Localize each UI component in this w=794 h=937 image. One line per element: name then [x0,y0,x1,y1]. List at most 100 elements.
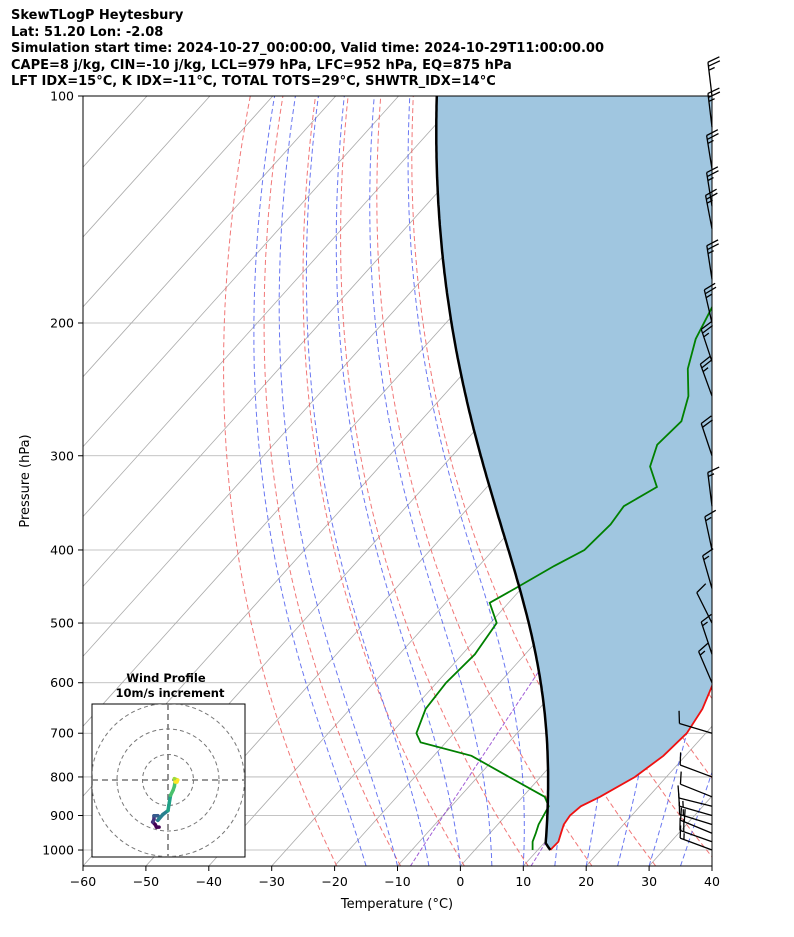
isotherm-line [397,515,712,866]
dry-adiabat-line [340,96,529,866]
wind-barb [703,282,717,324]
barb-flag [702,419,714,428]
wind-barb [699,355,713,397]
dry-adiabat-line [772,96,794,866]
dewpoint-line [415,305,712,850]
chart-title-block: SkewTLogP Heytesbury Lat: 51.20 Lon: -2.… [11,8,604,91]
dry-adiabat-line [706,96,712,123]
wind-barb [705,129,719,170]
dry-adiabat-line [376,96,593,866]
barb-flag [679,771,682,785]
wind-barb [700,415,714,456]
dry-adiabat-line [739,96,794,866]
wind-barb [679,825,713,851]
location-line: Lat: 51.20 Lon: -2.08 [11,24,164,40]
wind-barb [707,466,720,507]
barb-shaft [700,329,713,362]
wind-barb [698,642,713,683]
barb-flag [708,91,721,99]
isotherm-line [83,96,399,448]
y-tick-label: 100 [50,89,74,104]
barb-shaft [699,363,713,397]
barb-shaft [704,195,713,229]
moist-adiabat-line [253,96,367,866]
wind-barbs [677,56,721,851]
x-tick-label: −50 [133,874,159,889]
barb-half-flag [707,139,714,144]
wind-barb [704,509,717,551]
barb-shaft [679,813,713,826]
barb-half-flag [703,332,710,338]
barb-flag [705,188,717,196]
isotherm-line [83,96,274,308]
y-axis-label: Pressure (hPa) [18,434,33,527]
barb-half-flag [708,66,715,71]
barb-shaft [707,62,713,97]
barb-flag [701,359,713,369]
x-tick-label: 30 [641,874,657,889]
barb-half-flag [702,621,708,627]
y-axis-ticks: 1000 900 800 700 600 500 400 300 200 100 [42,89,83,858]
barb-flag [704,286,717,295]
barb-flag [706,239,719,247]
barb-shaft [702,555,713,589]
x-tick-label: −10 [384,874,410,889]
y-tick-label: 400 [50,542,74,557]
barb-flag [679,807,683,821]
y-tick-label: 600 [50,675,74,690]
barb-flag [708,60,721,67]
barb-half-flag [699,650,706,656]
cape-area [436,96,712,850]
inset-subtitle: 10m/s increment [116,686,225,700]
wind-barb [700,321,714,362]
wind-barb [707,56,721,97]
barb-flag [707,56,720,63]
barb-flag [707,243,719,251]
barb-flag [706,192,718,200]
indices-line: LFT IDX=15°C, K IDX=-11°C, TOTAL TOTS=29… [11,74,496,89]
barb-flag [706,170,719,178]
x-tick-label: 10 [515,874,531,889]
y-tick-label: 500 [50,616,74,631]
barb-shaft [707,472,713,507]
barb-shaft [705,135,713,170]
time-line: Simulation start time: 2024-10-27_00:00:… [11,41,604,56]
y-tick-label: 900 [50,808,74,823]
x-tick-label: 20 [578,874,594,889]
barb-shaft [703,289,713,324]
barb-shaft [700,621,713,655]
barb-shaft [680,819,713,834]
dry-adiabat-line [263,96,402,866]
barb-flag [677,785,680,799]
isotherm-line [83,96,336,378]
wind-profile-inset: Wind Profile 10m/s increment [91,671,246,858]
barb-half-flag [705,293,712,299]
wind-barb [696,583,713,624]
y-tick-label: 700 [50,726,74,741]
barb-shaft [679,722,713,734]
x-axis-ticks: −60 −50 −40 −30 −20 −10 0 10 20 30 40 [70,866,720,889]
inset-title: Wind Profile [126,671,206,685]
barb-shaft [696,592,713,624]
wind-barb [706,239,719,280]
barb-flag [700,321,712,330]
barb-half-flag [702,367,709,373]
cape-shaded-area [436,96,712,850]
barb-half-flag [707,177,714,182]
moist-adiabat-line [305,96,430,866]
barb-flag [704,282,716,291]
barb-flag [704,509,717,518]
barb-shaft [700,423,713,456]
isotherm-line [585,725,712,866]
x-tick-label: 40 [704,874,720,889]
moist-adiabat-line [407,96,525,866]
barb-half-flag [707,473,715,478]
dry-adiabat-line [223,96,338,866]
wind-barb [678,710,713,734]
barb-flag [700,613,712,623]
temperature-line [549,683,712,851]
barb-flag [700,415,712,425]
barb-shaft [706,245,713,280]
barb-flag [699,355,711,365]
